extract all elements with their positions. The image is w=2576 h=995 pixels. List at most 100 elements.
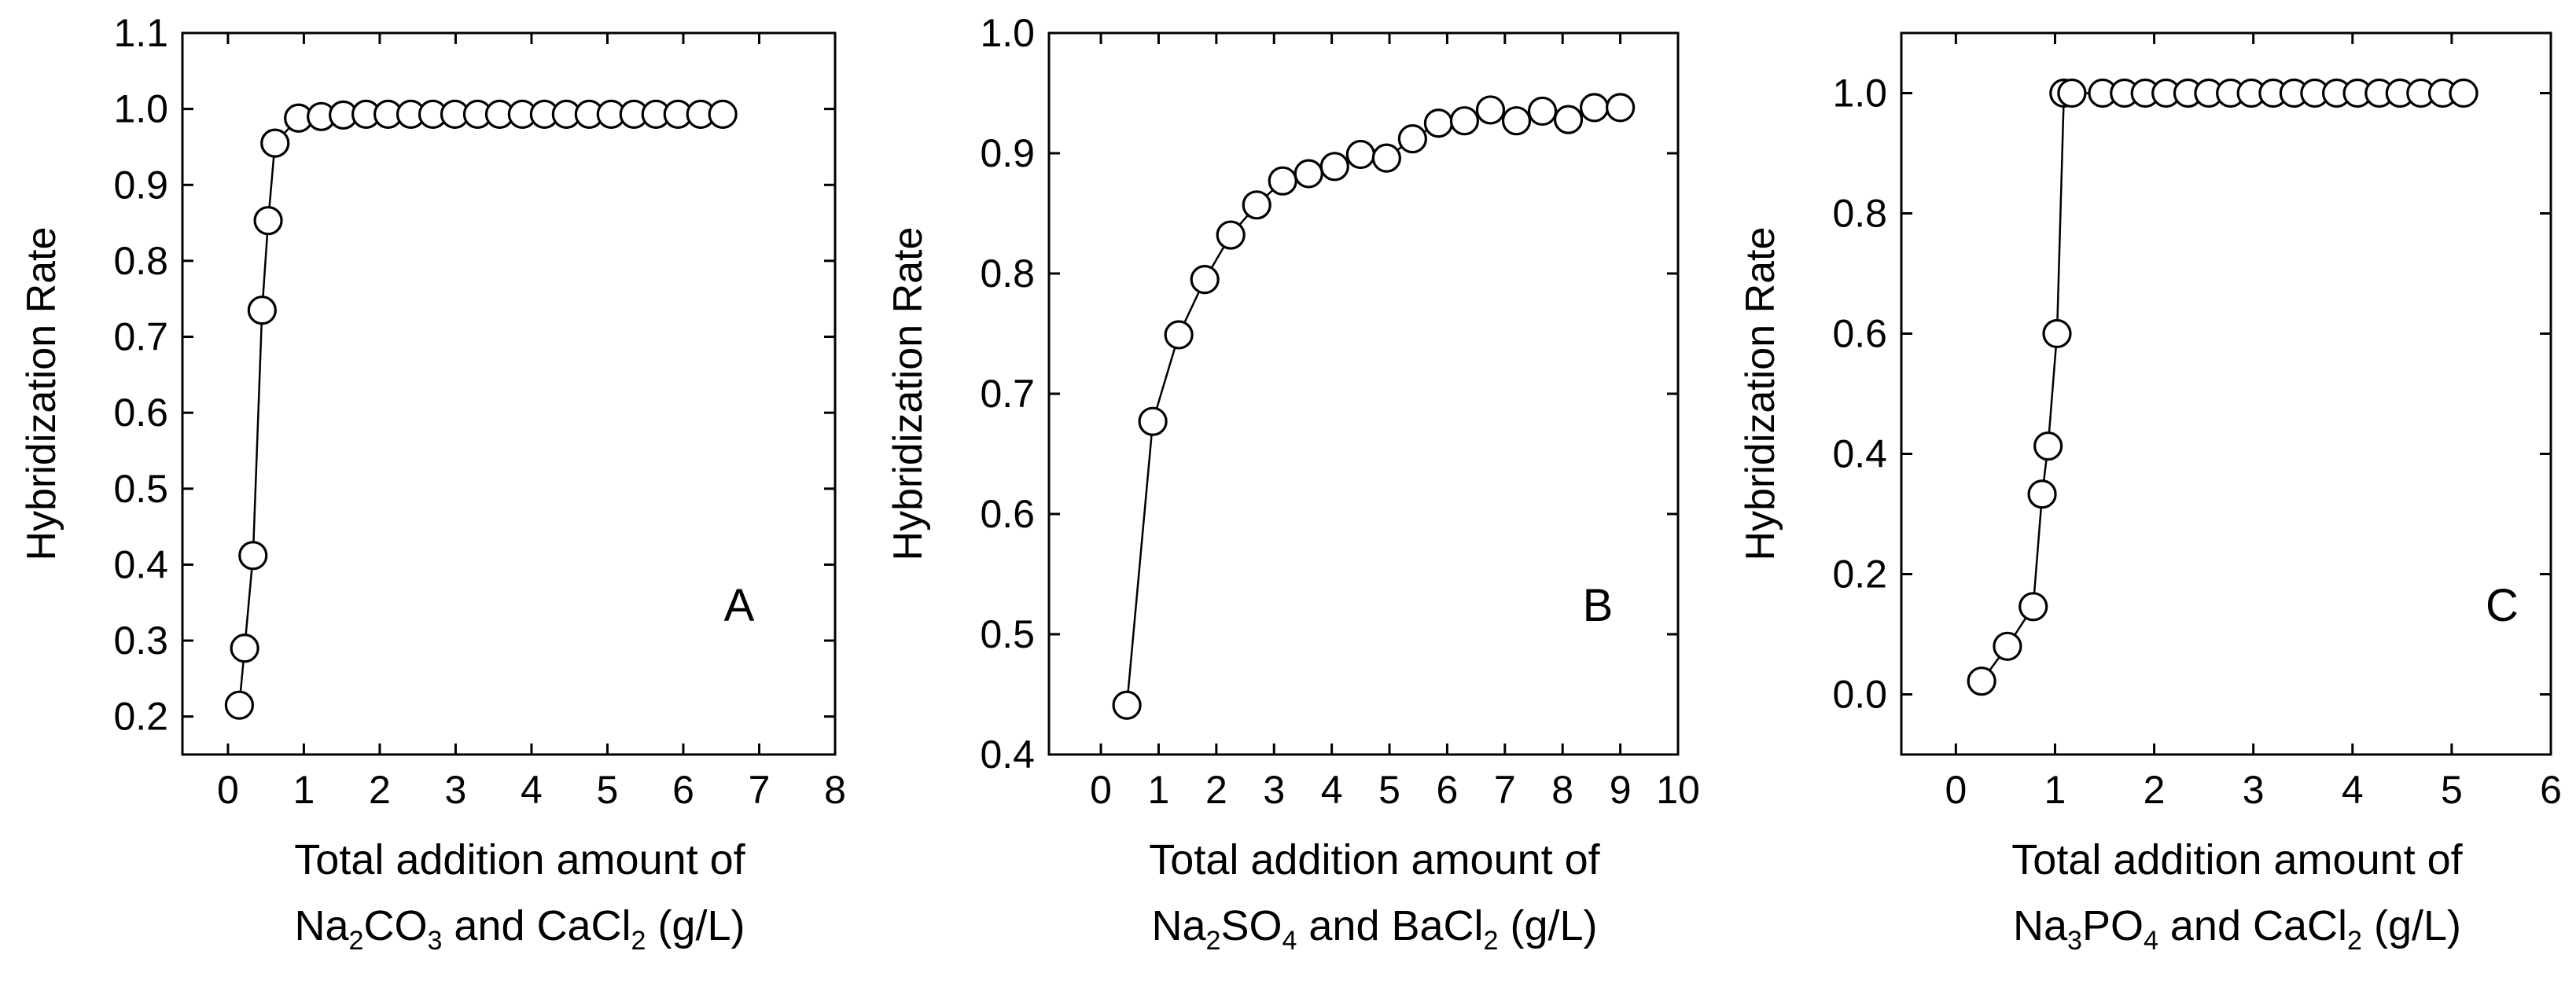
label-fragment: and BaCl bbox=[1297, 902, 1483, 949]
data-point bbox=[2057, 78, 2087, 108]
subscript: 4 bbox=[1282, 926, 1297, 956]
data-point bbox=[1475, 95, 1506, 125]
y-tick-label: 0.4 bbox=[113, 542, 168, 586]
label-fragment: Na bbox=[1151, 902, 1206, 949]
x-tick-label: 0 bbox=[1945, 768, 1967, 812]
y-tick-label: 0.2 bbox=[113, 695, 168, 739]
x-axis-label-line2: Na2CO3 and CaCl2 (g/L) bbox=[295, 902, 745, 956]
plot-frame bbox=[181, 31, 837, 756]
data-point bbox=[1164, 320, 1194, 350]
series-line bbox=[1981, 92, 2464, 682]
data-point bbox=[2027, 479, 2057, 509]
label-fragment: (g/L) bbox=[2362, 902, 2461, 949]
x-tick-label: 2 bbox=[369, 768, 391, 812]
data-point bbox=[1449, 106, 1480, 136]
label-fragment: and CaCl bbox=[2158, 902, 2347, 949]
x-tick-label: 0 bbox=[1090, 768, 1112, 812]
y-tick-label: 1.1 bbox=[113, 11, 168, 55]
x-tick-label: 3 bbox=[445, 768, 467, 812]
data-point bbox=[224, 690, 254, 720]
data-point bbox=[247, 296, 277, 325]
x-tick-label: 10 bbox=[1656, 768, 1700, 812]
data-point bbox=[1606, 93, 1636, 123]
data-point bbox=[708, 99, 738, 129]
y-tick-label: 0.9 bbox=[980, 131, 1035, 175]
data-point bbox=[2018, 592, 2048, 622]
y-tick-label: 0.8 bbox=[980, 252, 1035, 296]
x-tick-label: 1 bbox=[293, 768, 315, 812]
data-point bbox=[230, 633, 259, 663]
data-point bbox=[1501, 106, 1532, 136]
x-tick-label: 5 bbox=[1378, 768, 1400, 812]
subscript: 2 bbox=[1484, 926, 1499, 956]
y-axis-label: Hybridization Rate bbox=[19, 227, 64, 561]
x-tick-label: 1 bbox=[2044, 768, 2066, 812]
data-point bbox=[2449, 78, 2478, 108]
data-point bbox=[1993, 631, 2022, 661]
x-tick-label: 5 bbox=[2441, 768, 2463, 812]
subscript: 2 bbox=[2347, 926, 2362, 956]
data-point bbox=[1967, 666, 1996, 696]
x-axis-label-line1: Total addition amount of bbox=[294, 836, 745, 883]
label-fragment: (g/L) bbox=[646, 902, 745, 949]
y-tick-label: 0.8 bbox=[113, 239, 168, 283]
subscript: 2 bbox=[1206, 926, 1221, 956]
y-tick-label: 0.6 bbox=[980, 492, 1035, 536]
x-tick-label: 2 bbox=[2144, 768, 2166, 812]
label-fragment: Na bbox=[295, 902, 350, 949]
series-line bbox=[1125, 106, 1621, 706]
data-point bbox=[238, 541, 268, 571]
y-tick-label: 0.8 bbox=[1832, 192, 1887, 236]
panel-letter: B bbox=[1583, 580, 1614, 631]
data-point bbox=[1242, 190, 1271, 220]
panel-letter: C bbox=[2486, 580, 2519, 631]
x-tick-label: 6 bbox=[672, 768, 694, 812]
x-tick-label: 8 bbox=[1551, 768, 1573, 812]
data-point bbox=[1138, 406, 1168, 436]
x-tick-label: 5 bbox=[597, 768, 619, 812]
x-axis-label-line1: Total addition amount of bbox=[1149, 836, 1600, 883]
y-tick-label: 0.0 bbox=[1832, 673, 1887, 717]
label-fragment: SO bbox=[1220, 902, 1282, 949]
y-tick-label: 1.0 bbox=[1832, 72, 1887, 116]
x-tick-label: 6 bbox=[1437, 768, 1459, 812]
x-tick-label: 4 bbox=[2342, 768, 2364, 812]
chart-panel-c: 0 1 2 3 4 5 6 0.0 0.2 0.4 0.6 0.8 1.0 Hybridization R… bbox=[1738, 31, 2562, 956]
chart-panel-a: 0 1 2 3 4 5 6 7 8 0.2 0.3 0.4 0.5 0.6 0.7 0.8 0.9 1.0 1.1 H… bbox=[19, 11, 846, 956]
x-tick-label: 3 bbox=[1263, 768, 1285, 812]
x-tick-label: 7 bbox=[749, 768, 771, 812]
subscript: 2 bbox=[349, 926, 364, 956]
subscript: 3 bbox=[2067, 926, 2082, 956]
series-line bbox=[238, 113, 723, 706]
subscript: 4 bbox=[2144, 926, 2158, 956]
data-point bbox=[253, 206, 283, 236]
x-tick-label: 2 bbox=[1205, 768, 1227, 812]
y-tick-label: 0.4 bbox=[980, 732, 1035, 777]
data-point bbox=[1579, 93, 1610, 123]
y-tick-label: 1.0 bbox=[980, 11, 1035, 55]
label-fragment: (g/L) bbox=[1498, 902, 1597, 949]
x-axis-label-line1: Total addition amount of bbox=[2011, 836, 2463, 883]
data-point bbox=[1268, 166, 1297, 196]
y-tick-label: 0.9 bbox=[113, 163, 168, 207]
subscript: 3 bbox=[427, 926, 442, 956]
data-point bbox=[1553, 105, 1584, 134]
y-tick-label: 0.7 bbox=[113, 315, 168, 359]
x-tick-label: 8 bbox=[824, 768, 846, 812]
data-point bbox=[2042, 318, 2072, 349]
label-fragment: and CaCl bbox=[442, 902, 631, 949]
y-axis-label: Hybridization Rate bbox=[885, 227, 931, 561]
data-point bbox=[1371, 143, 1401, 173]
subscript: 2 bbox=[631, 926, 646, 956]
data-point bbox=[1190, 265, 1220, 295]
x-tick-label: 7 bbox=[1494, 768, 1516, 812]
data-point bbox=[1345, 139, 1375, 170]
y-tick-label: 0.4 bbox=[1832, 432, 1887, 476]
data-point bbox=[1319, 152, 1349, 182]
data-point bbox=[2033, 431, 2063, 461]
y-axis-label: Hybridization Rate bbox=[1738, 227, 1783, 561]
y-tick-label: 0.6 bbox=[113, 391, 168, 435]
y-tick-label: 0.7 bbox=[980, 372, 1035, 416]
data-point bbox=[1423, 108, 1454, 138]
y-tick-label: 0.3 bbox=[113, 619, 168, 663]
